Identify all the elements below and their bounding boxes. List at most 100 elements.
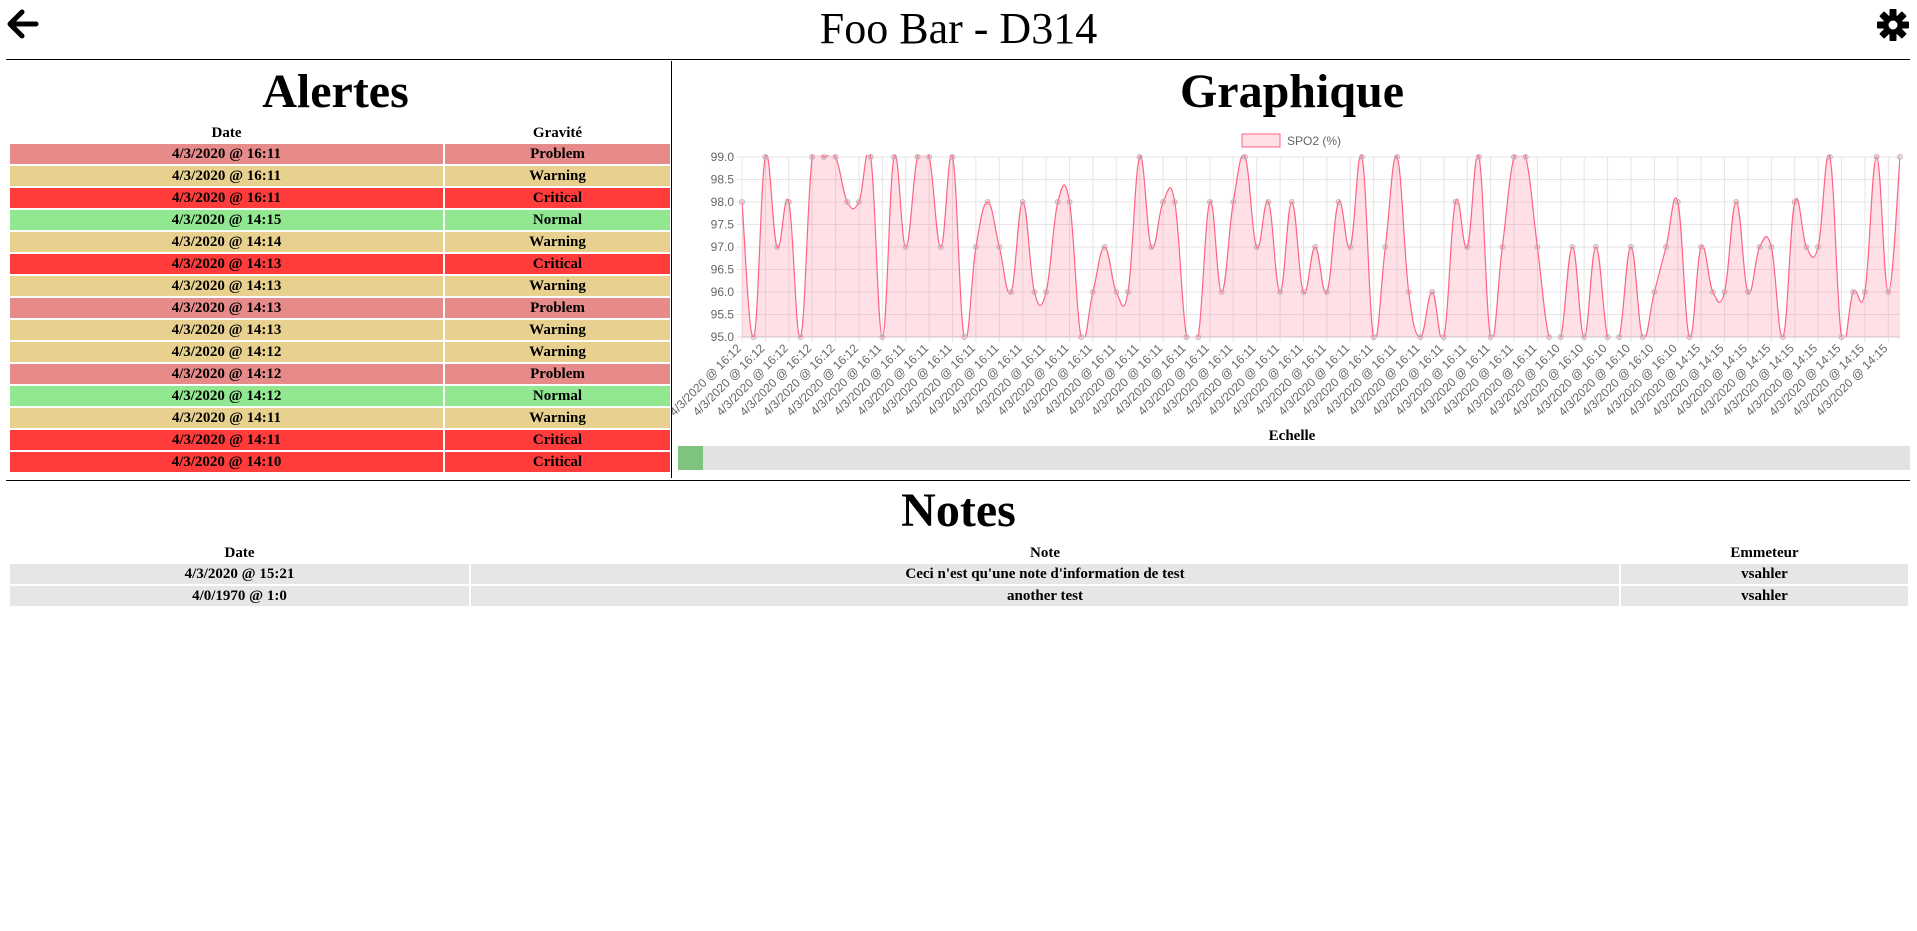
- data-point: [1078, 334, 1085, 340]
- data-point: [1089, 289, 1096, 295]
- data-point: [902, 244, 909, 250]
- alert-row: 4/3/2020 @ 16:11 Problem: [10, 144, 670, 164]
- data-point: [1066, 199, 1073, 205]
- panel-divider: [671, 61, 672, 478]
- data-point: [1557, 334, 1564, 340]
- data-point: [1195, 334, 1202, 340]
- alert-row: 4/3/2020 @ 14:14 Warning: [10, 232, 670, 252]
- data-point: [1581, 334, 1588, 340]
- alert-severity: Warning: [445, 342, 670, 362]
- data-point: [1148, 244, 1155, 250]
- data-point: [1534, 244, 1541, 250]
- y-tick-label: 96.5: [711, 263, 735, 277]
- data-point: [844, 199, 851, 205]
- data-point: [1885, 289, 1892, 295]
- note-text: another test: [471, 586, 1619, 606]
- alerts-title: Alertes: [262, 65, 409, 118]
- data-point: [1206, 199, 1213, 205]
- data-point: [1674, 199, 1681, 205]
- data-point: [1475, 154, 1482, 160]
- alert-severity: Problem: [445, 298, 670, 318]
- alert-severity: Problem: [445, 144, 670, 164]
- alert-row: 4/3/2020 @ 14:12 Warning: [10, 342, 670, 362]
- alert-row: 4/3/2020 @ 14:13 Warning: [10, 276, 670, 296]
- data-point: [1616, 334, 1623, 340]
- area-fill: [742, 155, 1900, 337]
- scale-slider-thumb[interactable]: [678, 446, 703, 470]
- data-point: [1803, 244, 1810, 250]
- data-point: [867, 154, 874, 160]
- data-point: [1791, 199, 1798, 205]
- alert-severity: Critical: [445, 188, 670, 208]
- data-point: [1008, 289, 1015, 295]
- back-button[interactable]: [6, 8, 40, 42]
- data-point: [1136, 154, 1143, 160]
- data-point: [1464, 244, 1471, 250]
- data-point: [1312, 244, 1319, 250]
- column-header: Emmeteur: [1730, 544, 1799, 561]
- y-tick-label: 95.0: [711, 330, 735, 344]
- alert-row: 4/3/2020 @ 14:11 Critical: [10, 430, 670, 450]
- data-point: [1627, 244, 1634, 250]
- data-point: [1850, 289, 1857, 295]
- note-date: 4/0/1970 @ 1:0: [10, 586, 469, 606]
- data-point: [1897, 154, 1903, 160]
- data-point: [1288, 199, 1295, 205]
- alert-severity: Critical: [445, 254, 670, 274]
- settings-button[interactable]: [1876, 8, 1910, 42]
- page-title: Foo Bar - D314: [819, 4, 1098, 53]
- data-point: [1300, 289, 1307, 295]
- data-point: [797, 334, 804, 340]
- header-divider: [6, 59, 1910, 60]
- alert-date: 4/3/2020 @ 14:13: [10, 254, 443, 274]
- alerts-table: Date Gravité 4/3/2020 @ 16:11 Problem 4/3/2…: [8, 122, 672, 474]
- alert-date: 4/3/2020 @ 14:13: [10, 320, 443, 340]
- alert-row: 4/3/2020 @ 14:11 Warning: [10, 408, 670, 428]
- data-point: [1405, 289, 1412, 295]
- note-text: Ceci n'est qu'une note d'information de …: [471, 564, 1619, 584]
- data-point: [1861, 289, 1868, 295]
- alert-severity: Problem: [445, 364, 670, 384]
- note-author: vsahler: [1621, 564, 1908, 584]
- data-point: [1054, 199, 1061, 205]
- alert-date: 4/3/2020 @ 14:15: [10, 210, 443, 230]
- data-point: [1452, 199, 1459, 205]
- alert-date: 4/3/2020 @ 16:11: [10, 188, 443, 208]
- data-point: [1487, 334, 1494, 340]
- alert-row: 4/3/2020 @ 14:13 Warning: [10, 320, 670, 340]
- data-point: [1347, 244, 1354, 250]
- line: [742, 155, 1900, 337]
- data-point: [820, 154, 827, 160]
- data-point: [1780, 334, 1787, 340]
- data-point: [1218, 289, 1225, 295]
- legend-swatch: [1241, 133, 1281, 148]
- alert-row: 4/3/2020 @ 16:11 Warning: [10, 166, 670, 186]
- data-point: [1370, 334, 1377, 340]
- data-point: [1686, 334, 1693, 340]
- data-point: [1031, 289, 1038, 295]
- alert-severity: Warning: [445, 320, 670, 340]
- data-point: [832, 154, 839, 160]
- data-point: [1639, 334, 1646, 340]
- data-point: [774, 244, 781, 250]
- data-point: [972, 244, 979, 250]
- section-divider: [6, 480, 1910, 481]
- data-point: [1721, 289, 1728, 295]
- scale-label: Echelle: [1269, 428, 1316, 444]
- data-point: [1663, 244, 1670, 250]
- data-point: [1277, 289, 1284, 295]
- alert-severity: Warning: [445, 408, 670, 428]
- alert-row: 4/3/2020 @ 14:10 Critical: [10, 452, 670, 472]
- data-point: [809, 154, 816, 160]
- data-point: [1019, 199, 1026, 205]
- column-header: Gravité: [532, 124, 583, 141]
- alert-date: 4/3/2020 @ 14:13: [10, 276, 443, 296]
- data-point: [1265, 199, 1272, 205]
- data-point: [1744, 289, 1751, 295]
- data-point: [1101, 244, 1108, 250]
- data-point: [739, 199, 745, 205]
- data-point: [1125, 289, 1131, 295]
- graph-title: Graphique: [1179, 65, 1405, 118]
- data-point: [949, 154, 956, 160]
- data-point: [1323, 289, 1330, 295]
